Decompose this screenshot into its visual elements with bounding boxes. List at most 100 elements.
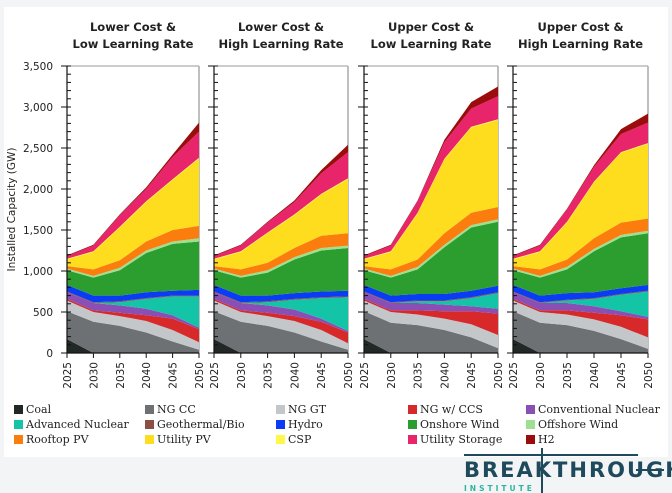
area-advanced-nuclear [214,292,348,331]
legend-label: Conventional Nuclear [538,403,660,416]
legend-label: Utility Storage [420,433,503,446]
panel-title-line1: Upper Cost & [388,20,474,34]
legend-item: NG CC [145,403,196,416]
legend-label: NG CC [157,403,196,416]
area-ng-cc [214,311,348,353]
x-tick-label: 2025 [508,362,520,389]
area-coal [67,339,199,353]
area-geothermal-bio [214,291,348,303]
legend-item: Geothermal/Bio [145,418,245,431]
legend-label: Offshore Wind [538,418,619,431]
area-ng-gt [364,300,498,349]
x-tick-label: 2045 [168,362,180,389]
y-tick-label: 1,000 [23,266,53,278]
x-tick-label: 2040 [141,362,153,389]
x-tick-label: 2040 [439,362,451,389]
area-hydro [364,284,498,303]
x-tick-label: 2030 [535,362,547,389]
area-ng-w-ccs [513,298,648,338]
y-tick-label: 2,000 [23,184,53,196]
area-conventional-nuclear [364,292,498,314]
legend-item: NG GT [276,403,326,416]
logo-rule-right [636,469,664,471]
area-offshore-wind [214,245,348,278]
area-ng-w-ccs [364,298,498,335]
x-tick-label: 2050 [643,362,655,389]
legend-label: Coal [26,403,52,416]
area-coal [513,339,648,353]
area-utility-pv [364,120,498,270]
area-h2 [364,86,498,257]
y-tick-label: 3,000 [23,102,53,114]
area-ng-cc [67,311,199,353]
legend-swatch [14,420,23,429]
legend-item: NG w/ CCS [408,403,483,416]
area-coal [214,339,348,353]
x-tick-label: 2045 [316,362,328,389]
legend-swatch [526,405,535,414]
legend-label: H2 [538,433,555,446]
area-utility-storage [364,96,498,259]
area-conventional-nuclear [214,292,348,333]
legend-swatch [145,405,154,414]
area-onshore-wind [67,241,199,296]
area-conventional-nuclear [513,292,648,320]
x-tick-label: 2030 [236,362,248,389]
legend-swatch [14,435,23,444]
legend-swatch [276,405,285,414]
y-tick-label: 0 [46,348,53,360]
area-utility-storage [513,122,648,259]
logo-rule-vertical [541,448,543,493]
legend-item: Advanced Nuclear [14,418,129,431]
legend-label: NG GT [288,403,327,416]
area-rooftop-pv [513,218,648,276]
legend-item: Coal [14,403,51,416]
legend-item: Rooftop PV [14,433,89,446]
panel-title-line2: High Learning Rate [518,37,643,51]
area-conventional-nuclear [67,292,199,330]
legend-item: Hydro [276,418,323,431]
legend-swatch [145,435,154,444]
area-rooftop-pv [214,233,348,276]
area-rooftop-pv [364,207,498,276]
stacked-area-chart: Installed Capacity (GW) 0 500 1,000 1,500 2,0… [6,20,655,389]
area-geothermal-bio [364,291,498,303]
panel-title-line1: Lower Cost & [90,20,176,34]
breakthrough-institute-logo: BREAKTHROUGH INSTITUTE [464,448,672,493]
area-ng-gt [67,300,199,350]
area-ng-cc [364,311,498,353]
x-tick-label: 2035 [562,362,574,389]
area-utility-pv [214,179,348,270]
legend-swatch [408,435,417,444]
legend-item: H2 [526,433,555,446]
logo-wordmark: BREAKTHROUGH [464,458,672,482]
legend-item: Onshore Wind [408,418,499,431]
area-onshore-wind [513,233,648,296]
x-tick-label: 2035 [413,362,425,389]
area-onshore-wind [214,248,348,296]
x-tick-label: 2030 [88,362,100,389]
y-axis-label: Installed Capacity (GW) [6,147,18,271]
legend-swatch [276,420,285,429]
panel-title-line2: Low Learning Rate [73,37,194,51]
area-advanced-nuclear [364,292,498,309]
legend-label: Rooftop PV [26,433,89,446]
area-hydro [67,284,199,303]
area-h2 [513,113,648,257]
y-tick-label: 1,500 [23,225,53,237]
area-coal [364,339,498,353]
x-tick-label: 2025 [209,362,221,389]
y-tick-label: 500 [33,307,53,319]
x-tick-label: 2025 [62,362,74,389]
area-utility-pv [513,143,648,270]
panel-title-line1: Lower Cost & [238,20,324,34]
area-utility-storage [214,152,348,259]
area-utility-pv [67,158,199,270]
area-ng-gt [214,300,348,350]
area-onshore-wind [364,221,498,296]
x-tick-label: 2045 [616,362,628,389]
legend-item: Offshore Wind [526,418,618,431]
x-tick-label: 2025 [359,362,371,389]
legend-item: CSP [276,433,311,446]
legend-item: Utility Storage [408,433,502,446]
